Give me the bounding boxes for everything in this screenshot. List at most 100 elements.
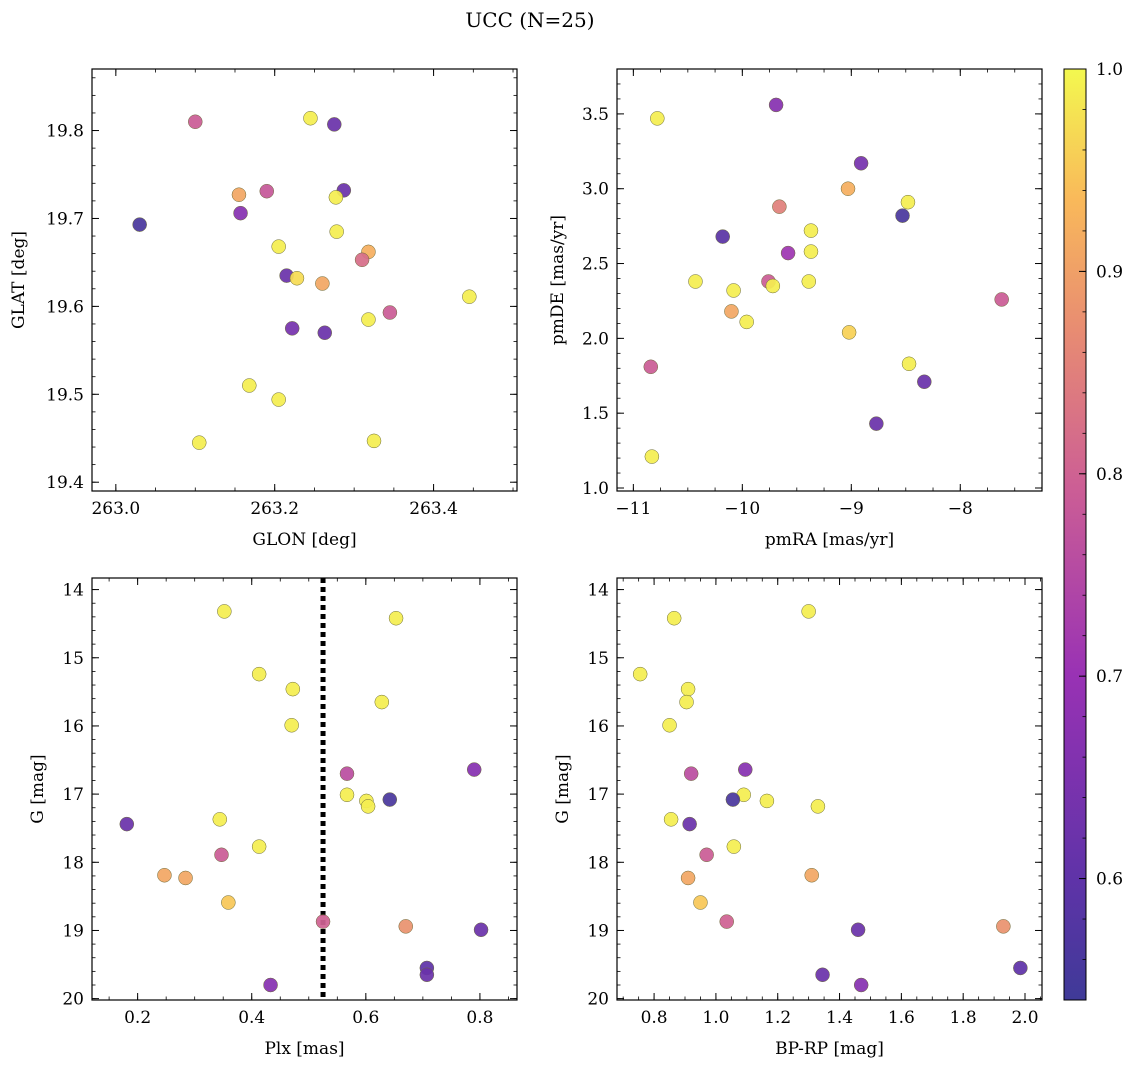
colorbar-tick-label: 0.6 [1096, 870, 1123, 890]
data-point [233, 205, 248, 221]
y-tick-label: 19.7 [46, 209, 84, 229]
x-axis-label: BP-RP [mag] [775, 1039, 884, 1059]
colorbar-gradient [1063, 68, 1087, 1001]
y-axis-label: G [mag] [553, 754, 573, 823]
data-point [361, 312, 376, 327]
data-point [869, 416, 884, 431]
data-point [901, 356, 917, 372]
data-point [810, 799, 826, 814]
y-tick-label: 16 [587, 717, 609, 737]
x-tick-label: 2.0 [1011, 1008, 1038, 1028]
panel-pmra-pmde: −11 −10 −9 −8 1.0 1.5 2.0 2.5 3.0 3.5 pmRA [mas/yr… [548, 68, 1043, 550]
data-point [360, 799, 376, 814]
data-point [1013, 960, 1028, 976]
data-point [994, 292, 1009, 307]
data-point [688, 274, 703, 289]
x-axis-label: pmRA [mas/yr] [765, 530, 894, 550]
data-point [682, 816, 697, 832]
data-point [724, 304, 739, 319]
data-point [231, 187, 247, 202]
y-tick-label: 19.8 [46, 122, 84, 142]
data-point [473, 922, 489, 938]
y-tick-label: 3.0 [582, 180, 609, 200]
data-point [398, 919, 414, 934]
data-point [382, 305, 398, 320]
data-point [725, 792, 741, 807]
data-point [374, 694, 390, 710]
panel-glon-glat: 263.0 263.2 263.4 19.4 19.5 19.6 19.7 19.8 GLON … [9, 68, 518, 550]
panel-bprp-g: 0.8 1.0 1.2 1.4 1.6 1.8 2.0 14 15 16 17 18 19 20 BP-RP… [553, 577, 1043, 1059]
data-point [900, 194, 916, 210]
data-point [119, 816, 135, 832]
x-tick-label: 0.8 [641, 1008, 668, 1028]
y-tick-label: 2.0 [582, 329, 609, 349]
data-point [284, 321, 300, 336]
x-axis-label: GLON [deg] [252, 530, 356, 550]
data-point [666, 610, 682, 626]
data-point [382, 792, 398, 807]
y-tick-label: 2.5 [582, 255, 609, 275]
y-tick-label: 1.5 [582, 404, 609, 424]
data-point [188, 114, 203, 129]
axes-frame [91, 577, 518, 1001]
x-tick-label: −10 [724, 499, 760, 519]
data-point [466, 762, 482, 777]
data-point [804, 867, 819, 883]
y-tick-label: 18 [587, 853, 609, 873]
x-tick-label: −11 [615, 499, 651, 519]
data-point [780, 245, 796, 261]
data-point [853, 977, 869, 993]
data-point [263, 977, 278, 993]
data-point [841, 325, 857, 340]
y-tick-label: 20 [587, 990, 609, 1010]
x-tick-label: 1.4 [826, 1008, 853, 1028]
y-tick-label: 14 [62, 581, 84, 601]
data-point [327, 117, 342, 132]
data-point [801, 604, 816, 619]
data-point [996, 919, 1011, 934]
x-tick-label: 263.0 [91, 499, 140, 519]
y-tick-label: 17 [587, 785, 609, 805]
x-axis-label: Plx [mas] [264, 1039, 344, 1059]
data-point [840, 181, 856, 196]
data-point [853, 156, 869, 171]
data-point [759, 793, 775, 809]
data-point [419, 967, 435, 983]
data-point [315, 276, 330, 291]
data-point [178, 870, 193, 886]
y-axis-label: G [mag] [28, 754, 48, 823]
data-point [650, 111, 665, 126]
data-point [803, 223, 819, 238]
data-point [284, 718, 299, 733]
data-point [303, 110, 318, 126]
x-tick-label: −8 [948, 499, 973, 519]
axes-frame [616, 577, 1043, 1001]
data-point [699, 847, 714, 863]
data-point [815, 967, 830, 983]
data-point [329, 224, 344, 239]
data-point [680, 870, 696, 886]
data-point [339, 787, 355, 803]
y-tick-label: 19.5 [46, 385, 84, 405]
data-point [366, 433, 382, 449]
y-axis-label: pmDE [mas/yr] [548, 215, 568, 345]
y-tick-label: 18 [62, 853, 84, 873]
y-tick-label: 19 [62, 921, 84, 941]
y-tick-label: 17 [62, 785, 84, 805]
data-point [271, 392, 286, 407]
colorbar-tick-label: 0.9 [1096, 262, 1123, 282]
x-tick-label: 263.2 [250, 499, 299, 519]
data-point [680, 681, 696, 697]
x-tick-label: 0.2 [124, 1008, 151, 1028]
y-tick-label: 14 [587, 581, 609, 601]
y-axis-label: GLAT [deg] [9, 231, 29, 329]
data-point [251, 666, 267, 682]
x-tick-label: 0.6 [352, 1008, 379, 1028]
data-point [339, 766, 355, 781]
y-tick-label: 15 [587, 649, 609, 669]
data-point [663, 812, 679, 827]
y-tick-label: 16 [62, 717, 84, 737]
data-point [765, 278, 781, 294]
figure-title: UCC (N=25) [465, 8, 594, 32]
data-point [850, 922, 866, 938]
